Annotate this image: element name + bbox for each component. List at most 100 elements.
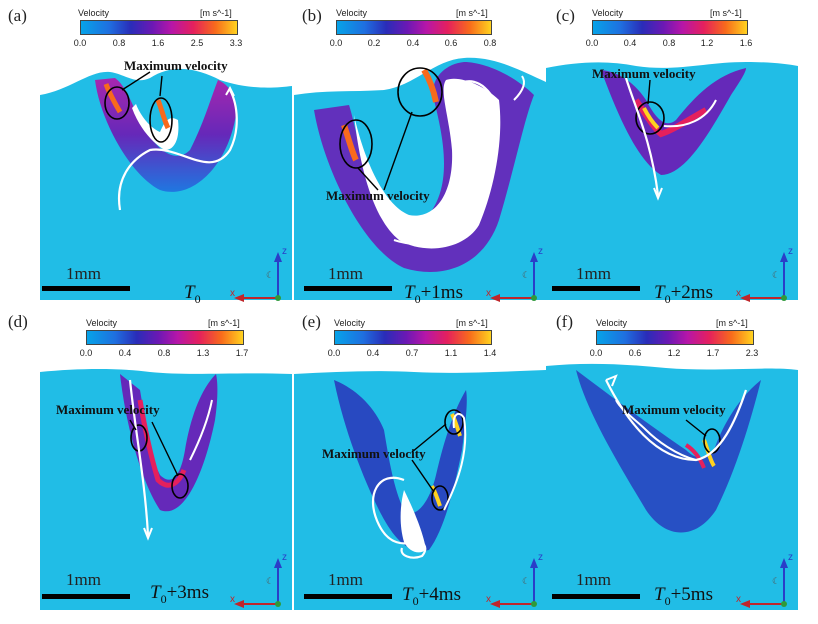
axis-z-label: z [788,552,793,563]
svg-text:☾: ☾ [772,270,780,280]
coordinate-axes: ☾ z x [736,552,793,608]
scale-label: 1mm [328,570,363,589]
time-prefix: T [654,584,665,605]
panel-letter: (e) [302,312,321,331]
colorbar-tick: 2.3 [745,348,759,358]
colorbar-tick: 0.6 [444,38,458,48]
annotation-maximum-velocity: Maximum velocity [56,402,160,417]
axis-x-label: x [736,288,741,299]
scale-bar [304,286,392,291]
colorbar-tick: 0.0 [79,348,93,358]
time-suffix: +4ms [418,584,461,605]
scale-bar [42,286,130,291]
time-label: T0+1ms [404,282,463,307]
colorbar-tick: 1.1 [444,348,458,358]
colorbar [334,330,492,345]
colorbar-tick: 2.5 [190,38,204,48]
colorbar-unit: [m s^-1] [208,318,240,328]
scale-bar [42,594,130,599]
axis-z-label: z [282,552,287,563]
colorbar-tick: 0.8 [662,38,676,48]
axis-x-label: x [736,594,741,605]
colorbar [592,20,748,35]
time-prefix: T [404,282,415,303]
time-sub: 0 [664,291,671,306]
colorbar-tick: 0.8 [483,38,497,48]
axis-x-label: x [230,288,235,299]
colorbar-tick: 0.0 [585,38,599,48]
annotation-maximum-velocity: Maximum velocity [326,188,430,203]
axis-x-label: x [486,594,491,605]
axis-z-label: z [538,246,543,257]
scale-label: 1mm [66,264,101,283]
annotation-maximum-velocity: Maximum velocity [322,446,426,461]
colorbar-tick: 1.2 [700,38,714,48]
time-sub: 0 [412,593,419,608]
coordinate-axes: ☾ z x [230,552,287,608]
colorbar-tick: 0.2 [367,38,381,48]
time-sub: 0 [414,291,421,306]
colorbar [596,330,754,345]
scale-bar [552,594,640,599]
colorbar-tick: 0.8 [157,348,171,358]
panel-a: (a) Velocity [m s^-1] 0.0 0.8 1.6 2.5 3.… [8,0,292,306]
colorbar-tick: 0.0 [73,38,87,48]
velocity-field [40,369,292,610]
scale-bar [552,286,640,291]
velocity-field [546,363,798,610]
time-label: T0 [184,282,201,307]
coordinate-axes: ☾ z x [486,246,543,302]
time-label: T0+5ms [654,584,713,609]
time-suffix: +2ms [670,282,713,303]
scale-label: 1mm [66,570,101,589]
colorbar-tick: 1.3 [196,348,210,358]
colorbar-tick: 1.2 [667,348,681,358]
annotation-maximum-velocity: Maximum velocity [592,66,696,81]
scale-label: 1mm [576,570,611,589]
time-prefix: T [150,582,161,603]
svg-text:☾: ☾ [266,270,274,280]
colorbar-tick: 3.3 [229,38,243,48]
colorbar [86,330,244,345]
time-label: T0+2ms [654,282,713,307]
colorbar-tick: 0.8 [112,38,126,48]
coordinate-axes: ☾ z x [736,246,793,302]
colorbar-title: Velocity [86,318,118,328]
colorbar-tick: 0.4 [366,348,380,358]
svg-text:☾: ☾ [522,576,530,586]
colorbar-unit: [m s^-1] [456,8,488,18]
colorbar-tick: 0.6 [628,348,642,358]
panel-d: (d) Velocity [m s^-1] 0.0 0.4 0.8 1.3 1.… [8,310,292,610]
colorbar-tick: 0.4 [406,38,420,48]
velocity-field [294,370,546,610]
annotation-maximum-velocity: Maximum velocity [622,402,726,417]
colorbar-tick: 0.0 [589,348,603,358]
colorbar-title: Velocity [78,8,110,18]
axis-x-label: x [230,594,235,605]
svg-text:☾: ☾ [266,576,274,586]
time-prefix: T [402,584,413,605]
colorbar-tick: 0.0 [329,38,343,48]
colorbar-unit: [m s^-1] [716,318,748,328]
panel-f: (f) Velocity [m s^-1] 0.0 0.6 1.2 1.7 2.… [546,310,798,610]
coordinate-axes: ☾ z x [230,246,287,302]
coordinate-axes: ☾ z x [486,552,543,608]
colorbar-tick: 0.4 [118,348,132,358]
colorbar-tick: 1.7 [235,348,249,358]
colorbar-tick: 1.6 [739,38,753,48]
velocity-field [294,57,546,300]
time-suffix: +5ms [670,584,713,605]
velocity-field [546,62,798,300]
panel-b: (b) Velocity [m s^-1] 0.0 0.2 0.4 0.6 0.… [294,0,546,306]
panel-letter: (c) [556,6,575,25]
panel-e: (e) Velocity [m s^-1] 0.0 0.4 0.7 1.1 1.… [294,310,546,610]
time-label: T0+4ms [402,584,461,609]
axis-x-label: x [486,288,491,299]
colorbar-unit: [m s^-1] [200,8,232,18]
velocity-field [40,68,292,300]
colorbar-tick: 1.6 [151,38,165,48]
annotation-maximum-velocity: Maximum velocity [124,58,228,73]
scale-label: 1mm [328,264,363,283]
colorbar-title: Velocity [334,318,366,328]
time-sub: 0 [160,591,167,606]
